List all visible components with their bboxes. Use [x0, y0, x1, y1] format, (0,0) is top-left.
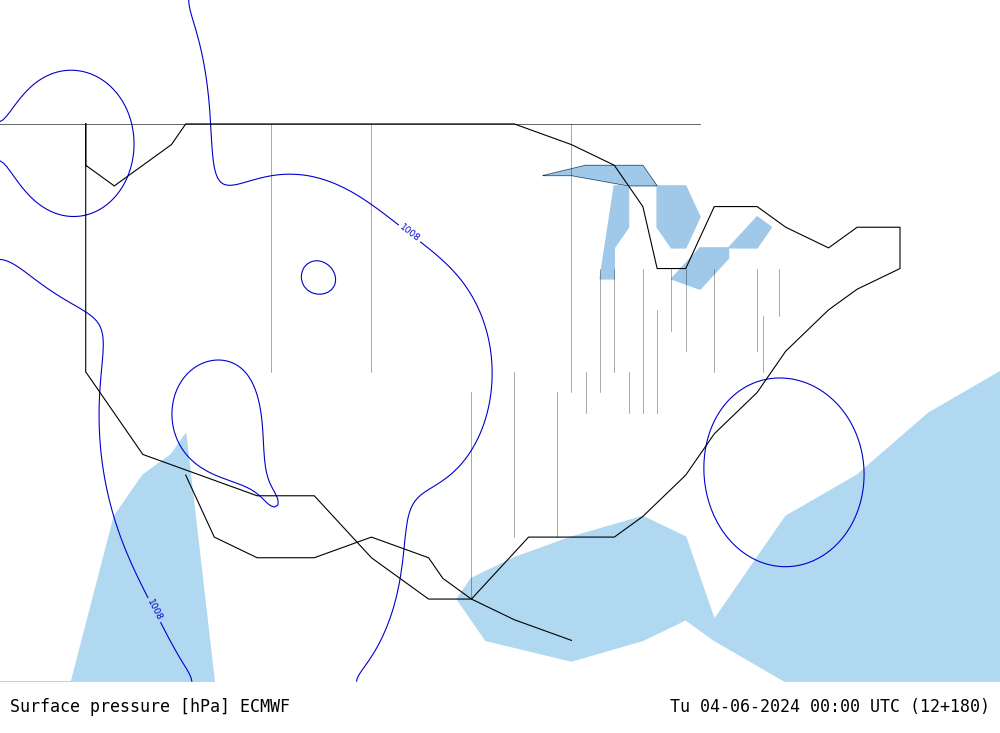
Polygon shape [729, 217, 771, 248]
Polygon shape [0, 434, 214, 682]
Polygon shape [686, 372, 1000, 682]
Polygon shape [543, 165, 657, 186]
Polygon shape [671, 248, 729, 290]
Polygon shape [457, 517, 714, 661]
Text: 1008: 1008 [398, 223, 421, 244]
Text: Tu 04-06-2024 00:00 UTC (12+180): Tu 04-06-2024 00:00 UTC (12+180) [670, 699, 990, 716]
Polygon shape [600, 186, 629, 279]
Polygon shape [657, 186, 700, 248]
Text: 1008: 1008 [145, 598, 164, 622]
Text: Surface pressure [hPa] ECMWF: Surface pressure [hPa] ECMWF [10, 699, 290, 716]
